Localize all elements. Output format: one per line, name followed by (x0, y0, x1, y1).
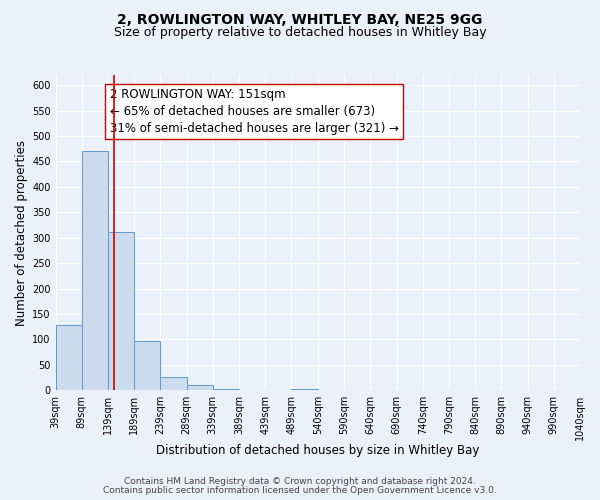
Text: 2, ROWLINGTON WAY, WHITLEY BAY, NE25 9GG: 2, ROWLINGTON WAY, WHITLEY BAY, NE25 9GG (118, 12, 482, 26)
Text: 2 ROWLINGTON WAY: 151sqm
← 65% of detached houses are smaller (673)
31% of semi-: 2 ROWLINGTON WAY: 151sqm ← 65% of detach… (110, 88, 398, 134)
Bar (82, 152, 108, 390)
Bar (108, 232, 134, 390)
Text: Size of property relative to detached houses in Whitley Bay: Size of property relative to detached ho… (113, 26, 487, 39)
Bar (213, 388, 239, 390)
Bar (292, 389, 318, 390)
Bar (134, 342, 160, 390)
Bar (187, 384, 213, 390)
Y-axis label: Number of detached properties: Number of detached properties (15, 140, 28, 326)
X-axis label: Distribution of detached houses by size in Whitley Bay: Distribution of detached houses by size … (156, 444, 479, 458)
Text: Contains public sector information licensed under the Open Government Licence v3: Contains public sector information licen… (103, 486, 497, 495)
Text: Contains HM Land Registry data © Crown copyright and database right 2024.: Contains HM Land Registry data © Crown c… (124, 477, 476, 486)
Bar (160, 377, 187, 390)
Bar (56, 325, 82, 390)
